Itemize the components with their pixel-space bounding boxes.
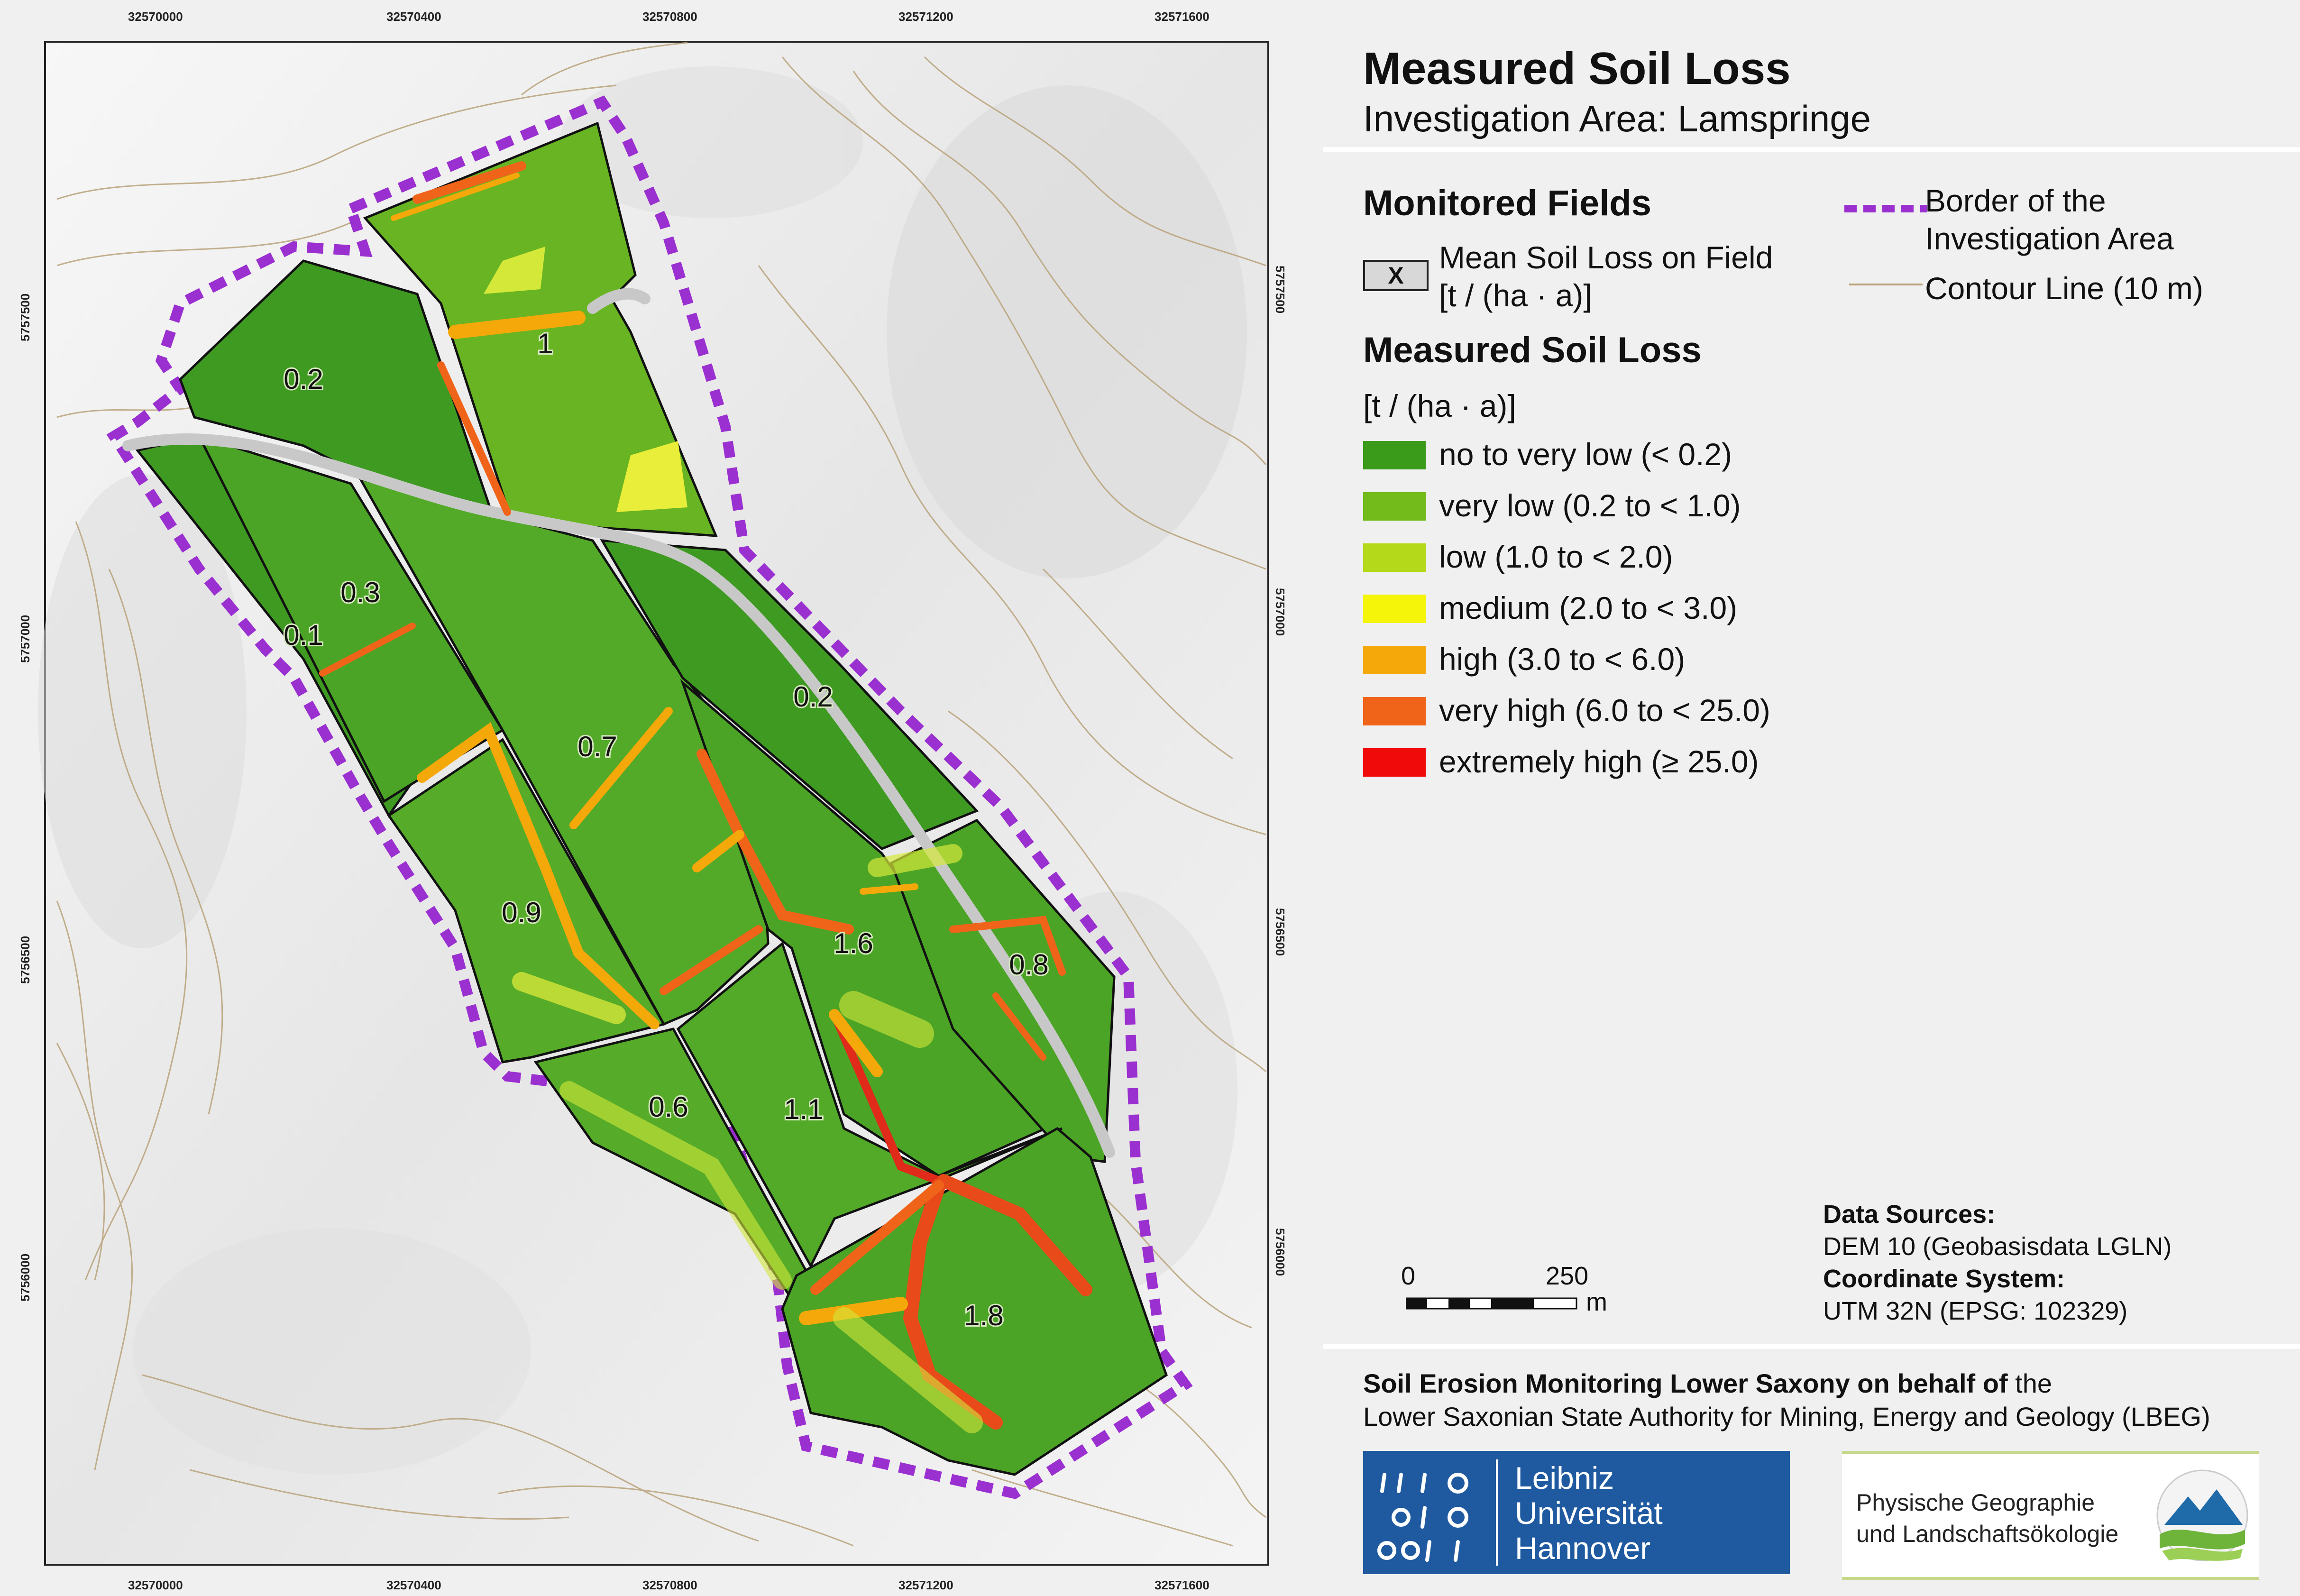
scale-bar-start: 0 xyxy=(1401,1262,1416,1290)
contour-lines xyxy=(56,42,1267,1547)
legend-swatch xyxy=(1363,543,1426,572)
luh-line-2: Universität xyxy=(1515,1495,1663,1531)
y-tick-left: 5757500 xyxy=(18,293,32,341)
luh-logo-divider xyxy=(1496,1459,1498,1566)
physgeo-line-1: Physische Geographie xyxy=(1856,1489,2095,1516)
field-polygons[interactable] xyxy=(135,121,1168,1476)
legend-swatch xyxy=(1363,595,1426,623)
x-tick-bottom: 32570800 xyxy=(642,1578,697,1592)
field-label: 1.1 xyxy=(784,1093,823,1125)
scale-bar xyxy=(1406,1297,1577,1310)
measured-soil-loss-heading: Measured Soil Loss xyxy=(1363,330,1702,370)
border-line-symbol xyxy=(1844,205,1927,212)
contour-label: Contour Line (10 m) xyxy=(1925,271,2203,306)
luh-logo: Leibniz Universität Hannover xyxy=(1363,1451,1790,1574)
legend-panel: Measured Soil Loss Investigation Area: L… xyxy=(1323,0,2300,1596)
field-label: 0.2 xyxy=(793,681,833,713)
legend-class-label: very high (6.0 to < 25.0) xyxy=(1439,693,1770,728)
map-subtitle: Investigation Area: Lamspringe xyxy=(1363,98,1871,139)
legend-swatch xyxy=(1363,748,1426,777)
y-tick-left: 5757000 xyxy=(18,615,32,663)
legend-class-label: extremely high (≥ 25.0) xyxy=(1439,744,1759,779)
map-title: Measured Soil Loss xyxy=(1363,43,1791,94)
roads xyxy=(122,288,1115,1158)
panel-divider xyxy=(1323,147,2300,152)
legend-class-label: no to very low (< 0.2) xyxy=(1439,437,1732,472)
luh-line-1: Leibniz xyxy=(1515,1460,1614,1495)
border-label: Border of the xyxy=(1925,183,2106,218)
field-label: 0.8 xyxy=(1009,949,1048,981)
footer-line-2: Lower Saxonian State Authority for Minin… xyxy=(1363,1402,2210,1431)
x-tick-bottom: 32570000 xyxy=(128,1578,183,1592)
legend-class-label: medium (2.0 to < 3.0) xyxy=(1439,590,1738,625)
field-label: 1.8 xyxy=(964,1300,1003,1331)
border-label: Investigation Area xyxy=(1925,221,2174,256)
x-tick-bottom: 32571200 xyxy=(898,1578,953,1592)
luh-line-3: Hannover xyxy=(1515,1531,1651,1566)
footer-bold-text: Soil Erosion Monitoring Lower Saxony on … xyxy=(1363,1368,2008,1398)
scale-bar-unit: m xyxy=(1586,1288,1607,1316)
x-tick-top: 32571600 xyxy=(1155,9,1210,24)
legend-class-label: very low (0.2 to < 1.0) xyxy=(1439,488,1741,523)
x-tick-bottom: 32571600 xyxy=(1155,1578,1210,1592)
x-tick-top: 32570400 xyxy=(386,9,441,24)
scale-bar-end: 250 xyxy=(1546,1262,1589,1290)
physgeo-logo-mark xyxy=(2156,1469,2248,1561)
data-sources-heading: Data Sources: xyxy=(1823,1200,1996,1229)
mean-soil-loss-label: Mean Soil Loss on Field xyxy=(1439,240,1773,275)
field-label: 0.9 xyxy=(502,897,541,928)
measured-soil-loss-unit: [t / (ha · a)] xyxy=(1363,388,1516,423)
map-canvas[interactable]: 0.2 1 0.3 0.1 0.7 0.2 0.9 1.6 0.8 0.6 1.… xyxy=(0,0,1275,1596)
x-tick-top: 32570800 xyxy=(642,9,697,24)
physgeo-line-2: und Landschaftsökologie xyxy=(1856,1521,2119,1547)
physgeo-logo-text: Physische Geographie und Landschaftsökol… xyxy=(1856,1487,2118,1550)
y-tick-right: 5756000 xyxy=(1273,1228,1287,1276)
x-tick-bottom: 32570400 xyxy=(386,1578,441,1592)
panel-divider xyxy=(1323,1344,2300,1349)
field-polygon-1.1[interactable] xyxy=(676,941,1063,1269)
legend-swatch xyxy=(1363,697,1426,725)
field-label: 0.2 xyxy=(284,363,323,395)
y-tick-left: 5756500 xyxy=(18,936,32,984)
field-polygon-0.7[interactable] xyxy=(357,477,770,1026)
field-polygon-0.9[interactable] xyxy=(387,738,666,1064)
x-tick-top: 32570000 xyxy=(128,9,183,24)
field-label: 0.7 xyxy=(577,731,617,762)
x-tick-top: 32571200 xyxy=(898,9,953,24)
luh-logo-text: Leibniz Universität Hannover xyxy=(1515,1460,1663,1566)
legend-class-label: high (3.0 to < 6.0) xyxy=(1439,642,1686,677)
luh-logo-mark xyxy=(1377,1473,1468,1562)
legend-swatch xyxy=(1363,492,1426,521)
y-tick-left: 5756000 xyxy=(18,1253,32,1302)
crs-value: UTM 32N (EPSG: 102329) xyxy=(1823,1297,2128,1325)
physgeo-logo: Physische Geographie und Landschaftsökol… xyxy=(1842,1451,2259,1580)
legend-swatch xyxy=(1363,646,1426,674)
field-polygon-1.8[interactable] xyxy=(781,1127,1168,1476)
field-label: 0.1 xyxy=(284,619,323,651)
map-area[interactable]: 0.2 1 0.3 0.1 0.7 0.2 0.9 1.6 0.8 0.6 1.… xyxy=(0,0,1287,1596)
field-labels: 0.2 1 0.3 0.1 0.7 0.2 0.9 1.6 0.8 0.6 1.… xyxy=(282,326,1050,1333)
legend-swatch xyxy=(1363,441,1426,469)
data-sources-value: DEM 10 (Geobasisdata LGLN) xyxy=(1823,1232,2172,1261)
y-tick-right: 5756500 xyxy=(1273,908,1287,956)
field-label: 1 xyxy=(537,328,553,359)
mean-soil-loss-symbol: X xyxy=(1363,260,1429,291)
crs-heading: Coordinate System: xyxy=(1823,1265,2065,1293)
field-polygon-1[interactable] xyxy=(363,121,718,537)
legend-class-label: low (1.0 to < 2.0) xyxy=(1439,539,1673,574)
contour-line-symbol xyxy=(1849,284,1923,285)
field-label: 0.3 xyxy=(340,577,380,608)
footer-rest-text: the xyxy=(2007,1368,2052,1398)
field-polygon-0.8[interactable] xyxy=(889,818,1116,1163)
y-tick-right: 5757000 xyxy=(1273,588,1287,636)
field-label: 0.6 xyxy=(649,1091,688,1123)
monitored-fields-heading: Monitored Fields xyxy=(1363,183,1651,223)
soil-loss-raster xyxy=(319,161,1092,1433)
footer-line-1: Soil Erosion Monitoring Lower Saxony on … xyxy=(1363,1368,2052,1399)
field-label: 1.6 xyxy=(834,927,873,959)
mean-soil-loss-unit: [t / (ha · a)] xyxy=(1439,278,1592,313)
y-tick-right: 5757500 xyxy=(1273,266,1287,314)
